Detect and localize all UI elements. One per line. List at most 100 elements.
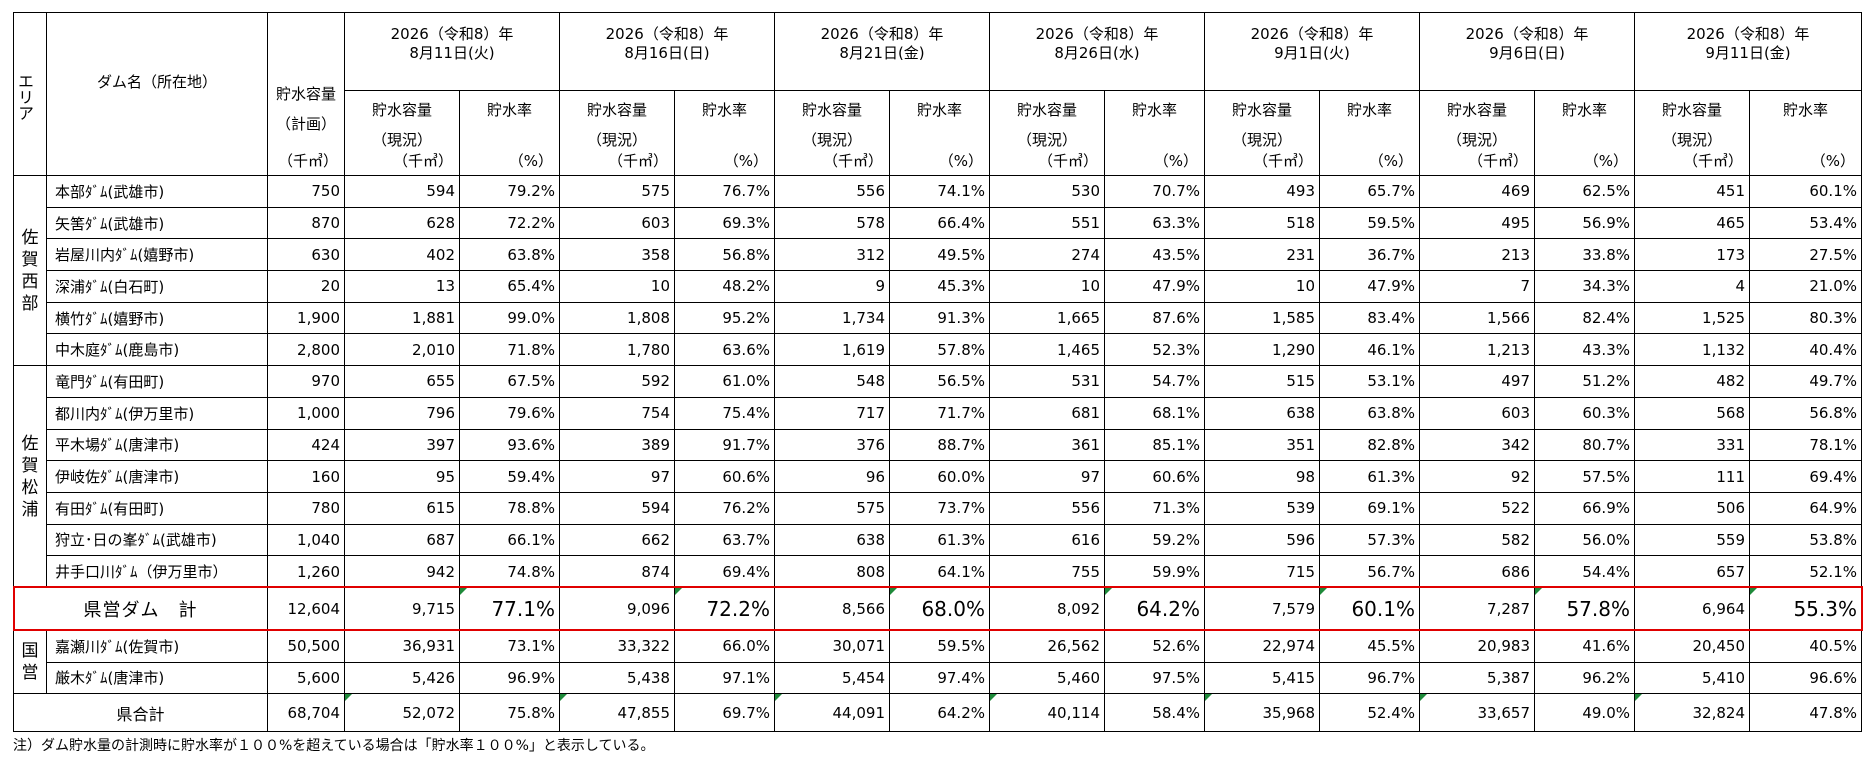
storage-rate-cell: 56.9% [1534,206,1635,240]
storage-rate-cell: 46.1% [1319,333,1420,367]
current-capacity-cell: 592 [559,365,675,398]
current-capacity-cell: 9 [774,270,890,303]
current-capacity-cell: 213 [1419,238,1535,272]
current-capacity-cell: 556 [989,491,1105,525]
storage-rate-cell: 63.8% [1319,396,1420,430]
plan-capacity-cell: 68,704 [267,693,345,733]
current-capacity-cell: 111 [1634,460,1750,493]
storage-rate-cell: 66.4% [889,206,990,240]
capacity-unit: （千㎥） [607,152,668,170]
current-capacity-cell: 482 [1634,365,1750,398]
area-label: 国営 [13,629,47,695]
current-capacity-header: 貯水容量 （現況） （千㎥） [1419,90,1535,176]
current-capacity-header: 貯水容量 （現況） （千㎥） [989,90,1105,176]
current-capacity-cell: 717 [774,396,890,430]
storage-rate-cell: 47.8% [1749,693,1862,733]
date-header: 2026（令和8）年 9月11日(金) [1634,12,1862,91]
storage-rate-cell: 97.5% [1104,661,1205,695]
dam-row: 都川内ﾀﾞﾑ(伊万里市) 1,000 796 79.6% 754 75.4% 717 71.7… [14,396,1862,430]
storage-rate-cell: 66.0% [674,629,775,663]
storage-rate-header: 貯水率 （%） [459,90,560,176]
current-capacity-cell: 6,964 [1634,586,1750,631]
plan-capacity-cell: 1,000 [267,396,345,430]
current-capacity-cell: 755 [989,555,1105,588]
plan-unit: （千㎥） [277,152,338,170]
current-capacity-cell: 551 [989,206,1105,240]
storage-rate-cell: 61.3% [1319,460,1420,493]
current-capacity-cell: 582 [1419,523,1535,557]
current-capacity-cell: 628 [344,206,460,240]
current-capacity-cell: 402 [344,238,460,272]
plan-capacity-cell: 1,040 [267,523,345,557]
current-capacity-cell: 342 [1419,428,1535,462]
current-capacity-cell: 603 [1419,396,1535,430]
current-capacity-cell: 497 [1419,365,1535,398]
current-capacity-cell: 20,983 [1419,629,1535,663]
current-capacity-cell: 5,460 [989,661,1105,695]
capacity-label-sub: （現況） [1661,131,1722,149]
date-day: 8月21日(金) [839,44,925,62]
current-capacity-cell: 47,855 [559,693,675,733]
storage-rate-header: 貯水率 （%） [1534,90,1635,176]
storage-rate-cell: 59.5% [889,629,990,663]
current-capacity-cell: 1,734 [774,301,890,335]
date-header: 2026（令和8）年 9月6日(日) [1419,12,1635,91]
area-char: 賀 [21,249,39,270]
plan-capacity-cell: 1,260 [267,555,345,588]
current-capacity-cell: 5,426 [344,661,460,695]
current-capacity-cell: 274 [989,238,1105,272]
rate-label: 貯水率 [1782,101,1828,119]
storage-rate-cell: 70.7% [1104,175,1205,208]
dam-name: 矢筈ﾀﾞﾑ(武雄市) [46,206,268,240]
capacity-unit: （千㎥） [1252,152,1313,170]
storage-rate-cell: 74.8% [459,555,560,588]
plan-capacity-cell: 1,900 [267,301,345,335]
grand-total-label: 県合計 [13,693,268,733]
area-label: 佐賀松浦 [13,365,47,588]
current-capacity-cell: 376 [774,428,890,462]
capacity-label: 貯水容量 [1231,101,1292,119]
current-capacity-cell: 686 [1419,555,1535,588]
current-capacity-cell: 796 [344,396,460,430]
current-capacity-cell: 493 [1204,175,1320,208]
current-capacity-cell: 1,780 [559,333,675,367]
current-capacity-cell: 575 [774,491,890,525]
prefectural-total-label: 県営ダム 計 [13,586,268,631]
storage-rate-cell: 60.0% [889,460,990,493]
current-capacity-cell: 515 [1204,365,1320,398]
current-capacity-cell: 754 [559,396,675,430]
storage-rate-cell: 49.5% [889,238,990,272]
current-capacity-header: 貯水容量 （現況） （千㎥） [344,90,460,176]
storage-rate-cell: 73.7% [889,491,990,525]
current-capacity-cell: 1,665 [989,301,1105,335]
storage-rate-cell: 59.9% [1104,555,1205,588]
storage-rate-cell: 47.9% [1104,270,1205,303]
dam-row: 佐賀西部本部ﾀﾞﾑ(武雄市) 750 594 79.2% 575 76.7% 556 74.1… [13,174,1862,367]
storage-rate-cell: 59.2% [1104,523,1205,557]
date-day: 9月1日(火) [1274,44,1350,62]
storage-rate-cell: 48.2% [674,270,775,303]
plan-capacity-cell: 2,800 [267,333,345,367]
rate-unit: （%） [508,152,553,170]
storage-rate-cell: 75.8% [459,693,560,733]
current-capacity-cell: 9,715 [344,586,460,631]
storage-rate-cell: 56.5% [889,365,990,398]
storage-rate-cell: 52.1% [1749,555,1862,588]
current-capacity-cell: 312 [774,238,890,272]
storage-rate-cell: 69.4% [674,555,775,588]
current-capacity-cell: 616 [989,523,1105,557]
rate-label: 貯水率 [1346,101,1392,119]
storage-rate-cell: 56.8% [674,238,775,272]
storage-rate-cell: 95.2% [674,301,775,335]
storage-rate-cell: 79.2% [459,175,560,208]
storage-rate-cell: 60.1% [1749,175,1862,208]
storage-rate-cell: 85.1% [1104,428,1205,462]
storage-rate-cell: 45.5% [1319,629,1420,663]
dam-row: 横竹ﾀﾞﾑ(嬉野市) 1,900 1,881 99.0% 1,808 95.2% 1,734… [14,301,1862,335]
current-capacity-cell: 331 [1634,428,1750,462]
current-capacity-cell: 556 [774,175,890,208]
footnote: 注）ダム貯水量の計測時に貯水率が１００%を超えている場合は「貯水率１００%」と表… [13,738,655,754]
current-capacity-cell: 92 [1419,460,1535,493]
current-capacity-cell: 575 [559,175,675,208]
current-capacity-cell: 173 [1634,238,1750,272]
